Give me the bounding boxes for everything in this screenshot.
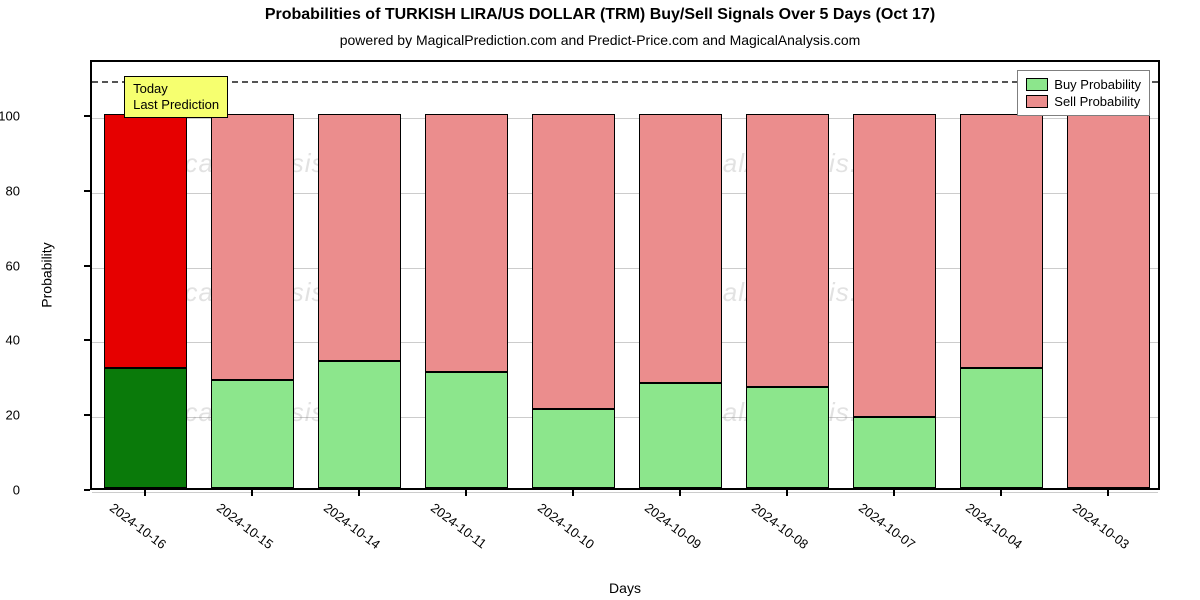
buy-bar — [746, 387, 829, 488]
x-tick-label: 2024-10-07 — [855, 500, 917, 552]
legend-swatch — [1026, 78, 1048, 91]
y-axis: 020406080100 — [28, 60, 88, 490]
x-tick-label: 2024-10-03 — [1069, 500, 1131, 552]
plot-area: MagicalAnalysis.comMagicalAnalysis.comMa… — [90, 60, 1160, 490]
sell-bar — [425, 114, 508, 372]
bar-group — [104, 62, 187, 488]
bar-group — [211, 62, 294, 488]
legend: Buy Probability Sell Probability — [1017, 70, 1150, 116]
y-tick-label: 40 — [6, 333, 20, 348]
buy-bar — [104, 368, 187, 488]
y-tick-label: 0 — [13, 483, 20, 498]
x-tick-mark — [251, 490, 253, 496]
bar-group — [1067, 62, 1150, 488]
x-tick-label: 2024-10-14 — [320, 500, 382, 552]
bar-group — [318, 62, 401, 488]
x-tick-label: 2024-10-16 — [106, 500, 168, 552]
legend-item: Sell Probability — [1026, 94, 1141, 109]
x-tick-mark — [572, 490, 574, 496]
x-tick-label: 2024-10-09 — [641, 500, 703, 552]
x-tick-mark — [358, 490, 360, 496]
chart-frame: Probabilities of TURKISH LIRA/US DOLLAR … — [0, 0, 1200, 600]
bar-group — [639, 62, 722, 488]
y-tick-label: 80 — [6, 183, 20, 198]
buy-bar — [211, 380, 294, 488]
x-axis: 2024-10-16 2024-10-15 2024-10-14 2024-10-11… — [90, 490, 1160, 590]
legend-item: Buy Probability — [1026, 77, 1141, 92]
x-axis-label: Days — [90, 580, 1160, 596]
sell-bar — [746, 114, 829, 387]
x-tick-label: 2024-10-04 — [962, 500, 1024, 552]
sell-bar — [532, 114, 615, 409]
chart-title: Probabilities of TURKISH LIRA/US DOLLAR … — [0, 6, 1200, 24]
legend-label: Sell Probability — [1054, 94, 1140, 109]
x-tick-label: 2024-10-10 — [534, 500, 596, 552]
legend-label: Buy Probability — [1054, 77, 1141, 92]
sell-bar — [104, 114, 187, 368]
y-tick-label: 100 — [0, 109, 20, 124]
buy-bar — [425, 372, 508, 488]
bar-group — [532, 62, 615, 488]
sell-bar — [639, 114, 722, 383]
buy-bar — [639, 383, 722, 488]
bar-group — [853, 62, 936, 488]
bar-group — [425, 62, 508, 488]
callout-line: Last Prediction — [133, 97, 219, 113]
chart-subtitle: powered by MagicalPrediction.com and Pre… — [0, 32, 1200, 48]
y-tick-label: 20 — [6, 408, 20, 423]
x-tick-mark — [786, 490, 788, 496]
x-tick-label: 2024-10-08 — [748, 500, 810, 552]
sell-bar — [211, 114, 294, 379]
buy-bar — [532, 409, 615, 488]
today-callout: TodayLast Prediction — [124, 76, 228, 119]
x-tick-label: 2024-10-15 — [213, 500, 275, 552]
bar-group — [746, 62, 829, 488]
sell-bar — [318, 114, 401, 361]
x-tick-mark — [1000, 490, 1002, 496]
sell-bar — [853, 114, 936, 417]
y-tick-label: 60 — [6, 258, 20, 273]
x-tick-mark — [1107, 490, 1109, 496]
bar-group — [960, 62, 1043, 488]
buy-bar — [960, 368, 1043, 488]
callout-line: Today — [133, 81, 219, 97]
buy-bar — [853, 417, 936, 488]
x-tick-label: 2024-10-11 — [427, 500, 488, 551]
x-tick-mark — [144, 490, 146, 496]
x-tick-mark — [893, 490, 895, 496]
x-tick-mark — [465, 490, 467, 496]
sell-bar — [960, 114, 1043, 368]
legend-swatch — [1026, 95, 1048, 108]
buy-bar — [318, 361, 401, 488]
x-tick-mark — [679, 490, 681, 496]
sell-bar — [1067, 114, 1150, 488]
